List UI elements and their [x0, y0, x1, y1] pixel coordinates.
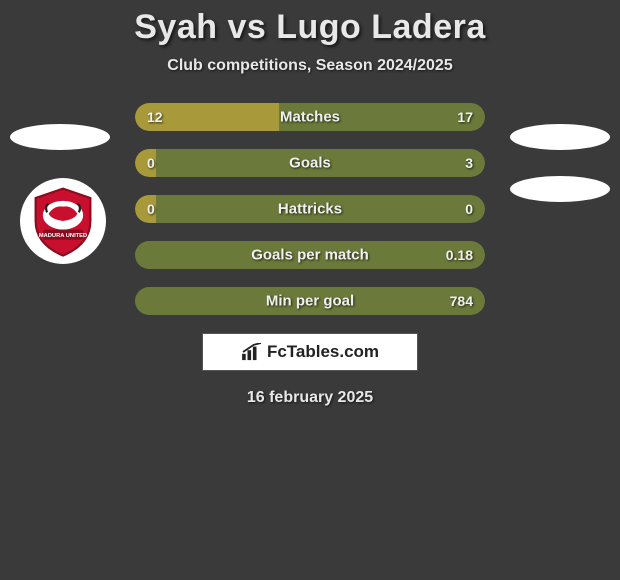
stat-label: Matches	[280, 109, 340, 126]
player-right-flag-placeholder	[510, 124, 610, 150]
stat-value-left: 12	[147, 109, 163, 125]
stat-value-right: 0.18	[446, 247, 473, 263]
date-text: 16 february 2025	[0, 389, 620, 407]
stat-label: Min per goal	[266, 293, 354, 310]
player-left-flag-placeholder	[10, 124, 110, 150]
stat-row: Matches 12 17	[135, 103, 485, 131]
brand-text: FcTables.com	[267, 342, 379, 362]
page-title: Syah vs Lugo Ladera	[0, 8, 620, 47]
stat-value-left: 0	[147, 155, 155, 171]
fctables-brand: FcTables.com	[202, 333, 418, 371]
player-left-club-logo: MADURA UNITED	[20, 178, 106, 264]
stat-row: Goals 0 3	[135, 149, 485, 177]
stat-label: Goals per match	[251, 247, 369, 264]
stat-row: Hattricks 0 0	[135, 195, 485, 223]
stat-value-right: 3	[465, 155, 473, 171]
subtitle: Club competitions, Season 2024/2025	[0, 57, 620, 75]
stat-value-right: 784	[450, 293, 473, 309]
player-right-club-placeholder	[510, 176, 610, 202]
stat-label: Goals	[289, 155, 331, 172]
stat-value-left: 0	[147, 201, 155, 217]
stats-comparison: Matches 12 17 Goals 0 3 Hattricks 0 0 Goals per m…	[135, 103, 485, 315]
stat-value-right: 0	[465, 201, 473, 217]
chart-icon	[241, 343, 263, 361]
stat-row: Goals per match 0.18	[135, 241, 485, 269]
svg-text:MADURA UNITED: MADURA UNITED	[39, 233, 87, 239]
madura-united-icon: MADURA UNITED	[27, 185, 99, 257]
stat-value-right: 17	[457, 109, 473, 125]
stat-row: Min per goal 784	[135, 287, 485, 315]
stat-label: Hattricks	[278, 201, 342, 218]
